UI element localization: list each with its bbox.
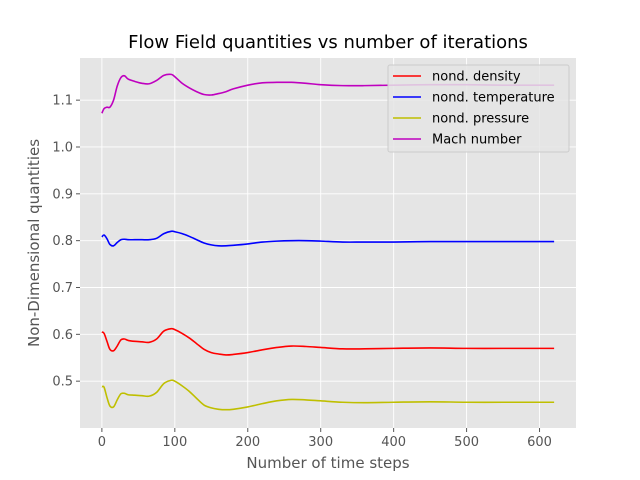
y-tick-label: 0.5 [52, 375, 73, 390]
legend-box [387, 64, 570, 153]
series-line-nond-density [101, 327, 555, 356]
series-layer [101, 73, 555, 411]
y-axis-label: Non-Dimensional quantities [25, 139, 43, 347]
x-tick-label: 300 [308, 435, 333, 450]
legend-label-nond-pressure: nond. pressure [432, 112, 529, 127]
x-tick-label: 600 [527, 435, 552, 450]
y-tick-label: 1.1 [52, 94, 73, 109]
series-line-nond-pressure [101, 379, 555, 411]
y-tick-label: 0.8 [52, 234, 73, 249]
x-tick-label: 200 [235, 435, 260, 450]
x-tick-label: 0 [98, 435, 106, 450]
x-axis-label: Number of time steps [246, 454, 409, 472]
legend-label-mach-number: Mach number [432, 133, 522, 148]
y-tick-label: 1.0 [52, 140, 73, 155]
x-tick-label: 100 [162, 435, 187, 450]
series-line-nond-temperature [101, 230, 555, 247]
legend-label-nond-density: nond. density [432, 70, 521, 85]
series-line-mach-number [101, 73, 555, 114]
axis-ticks: 0 100 200 300 400 500 600 0.5 0.6 0.7 0.8 0.9 1.0 1.1 [52, 94, 552, 450]
y-tick-label: 0.6 [52, 328, 73, 343]
y-tick-label: 0.9 [52, 187, 73, 202]
legend-label-nond-temperature: nond. temperature [432, 91, 555, 106]
chart-title: Flow Field quantities vs number of itera… [128, 32, 528, 53]
x-tick-label: 400 [381, 435, 406, 450]
y-tick-label: 0.7 [52, 281, 73, 296]
legend: nond. density nond. temperature nond. pres… [387, 64, 570, 153]
x-tick-label: 500 [454, 435, 479, 450]
